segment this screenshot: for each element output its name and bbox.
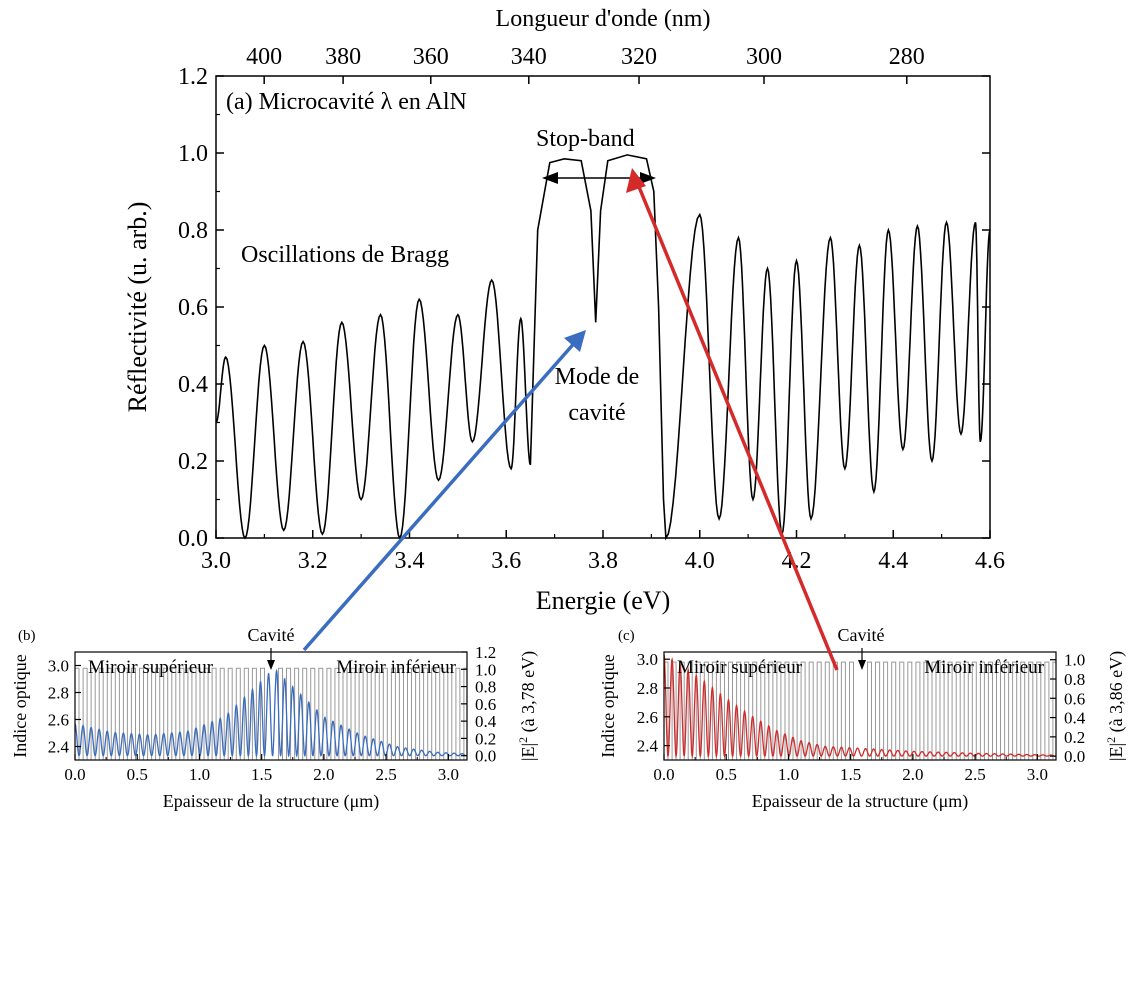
cavity-label-c: Cavité [838,625,885,645]
x-tick-label: 2.5 [964,765,985,784]
mirror-bottom-label-b: Miroir inférieur [336,657,456,678]
x2-tick-label-a: 280 [889,44,925,70]
cavity-label-b: Cavité [248,625,295,645]
y-tick-label-a: 0.0 [178,526,208,552]
x-tick-label-a: 3.8 [588,548,618,574]
x-tick-label: 1.5 [840,765,861,784]
x-tick-label-a: 3.4 [395,548,425,574]
field-curve-c [663,654,1057,759]
x2-axis-title: Longueur d'onde (nm) [496,6,711,32]
cavity-arrow-c [858,648,866,670]
x-tick-label: 0.5 [127,765,148,784]
x-tick-label: 2.0 [902,765,923,784]
y2-axis-title-b: |E|2 (à 3,78 eV) [516,651,539,761]
y2-tick-label: 0.0 [475,747,496,766]
y-tick-label: 3.0 [48,657,69,676]
field-curve-b [74,668,468,759]
x-tick-label: 3.0 [1027,765,1048,784]
y-tick-label-a: 0.2 [178,449,208,475]
x-axis-title-c: Epaisseur de la structure (μm) [752,791,969,812]
y2-tick-label: 1.2 [475,643,496,662]
y2-tick-label: 1.0 [475,660,496,679]
y-tick-label-a: 0.6 [178,295,208,321]
y-tick-label: 2.8 [48,684,69,703]
x-tick-label: 2.5 [375,765,396,784]
x-tick-label: 1.0 [778,765,799,784]
panel-c-label: (c) [618,628,635,644]
y-tick-label-a: 1.2 [178,64,208,90]
x-tick-label-a: 4.0 [685,548,715,574]
x2-tick-label-a: 340 [511,44,547,70]
x-tick-label: 0.5 [716,765,737,784]
x-tick-label: 1.0 [189,765,210,784]
y2-tick-label: 0.8 [1064,670,1085,689]
y-axis-title: Réflectivité (u. arb.) [123,202,152,413]
reflectivity-curve [215,154,991,541]
mirror-top-label-c: Miroir supérieur [677,657,803,678]
y2-tick-label: 0.2 [1064,728,1085,747]
panel-b: 0.0 0.5 1.0 1.5 2.0 2.5 3.02.42.62.83.00.00.20… [10,625,539,812]
mirror-bottom-label-c: Miroir inférieur [924,657,1044,678]
y2-axis-title-c: |E|2 (à 3,86 eV) [1104,651,1127,761]
y-tick-label-a: 0.4 [178,372,208,398]
y2-tick-label: 0.4 [475,712,497,731]
x2-tick-label-a: 400 [246,44,282,70]
mode-label-2: cavité [568,400,625,426]
mirror-top-label-b: Miroir supérieur [88,657,214,678]
stopband-label: Stop-band [536,126,635,152]
y-axis-title-c: Indice optique [598,654,618,757]
x-tick-label-a: 4.6 [975,548,1005,574]
panel-a: 3.0 3.2 3.4 3.6 3.8 4.0 4.2 4.4 4.6 0.00.20.40.6… [123,6,1005,615]
blue-connector-arrow [302,330,586,652]
y-tick-label: 2.6 [48,711,69,730]
y2-tick-label: 0.2 [475,729,496,748]
panel-c: 0.0 0.5 1.0 1.5 2.0 2.5 3.02.42.62.83.00.00.20… [598,625,1127,812]
x-tick-label-a: 3.0 [201,548,231,574]
cavity-arrow-b [267,648,275,670]
plot-frame-c [663,651,1057,761]
y-tick-label: 3.0 [637,650,658,669]
y2-tick-label: 0.4 [1064,709,1086,728]
y2-tick-label: 0.0 [1064,747,1085,766]
panel-b-label: (b) [18,628,36,644]
x2-tick-label-a: 320 [621,44,657,70]
bragg-label: Oscillations de Bragg [241,242,449,268]
red-connector-arrow [626,168,839,671]
y-tick-label: 2.8 [637,679,658,698]
x-tick-label: 1.5 [251,765,272,784]
y2-tick-label: 0.8 [475,678,496,697]
panel-a-label: (a) Microcavité λ en AlN [226,89,467,115]
x-tick-label-a: 3.2 [298,548,328,574]
y2-tick-label: 0.6 [475,695,496,714]
y-tick-label: 2.4 [48,738,70,757]
x2-tick-label-a: 300 [746,44,782,70]
x2-tick-label-a: 360 [413,44,449,70]
y-tick-label: 2.6 [637,708,658,727]
y-tick-label: 2.4 [637,737,659,756]
mode-label-1: Mode de [555,364,640,390]
x-axis-title-b: Epaisseur de la structure (μm) [163,791,380,812]
x-tick-label-a: 3.6 [491,548,521,574]
y-tick-label-a: 1.0 [178,141,208,167]
x-tick-label: 3.0 [438,765,459,784]
x-axis-title: Energie (eV) [536,586,671,615]
x-tick-label: 0.0 [653,765,674,784]
y2-tick-label: 1.0 [1064,651,1085,670]
x-tick-label: 2.0 [313,765,334,784]
y-tick-label-a: 0.8 [178,218,208,244]
y-axis-title-b: Indice optique [10,654,30,757]
x2-tick-label-a: 380 [325,44,361,70]
y2-tick-label: 0.6 [1064,689,1085,708]
x-tick-label-a: 4.4 [878,548,908,574]
x-tick-label: 0.0 [64,765,85,784]
